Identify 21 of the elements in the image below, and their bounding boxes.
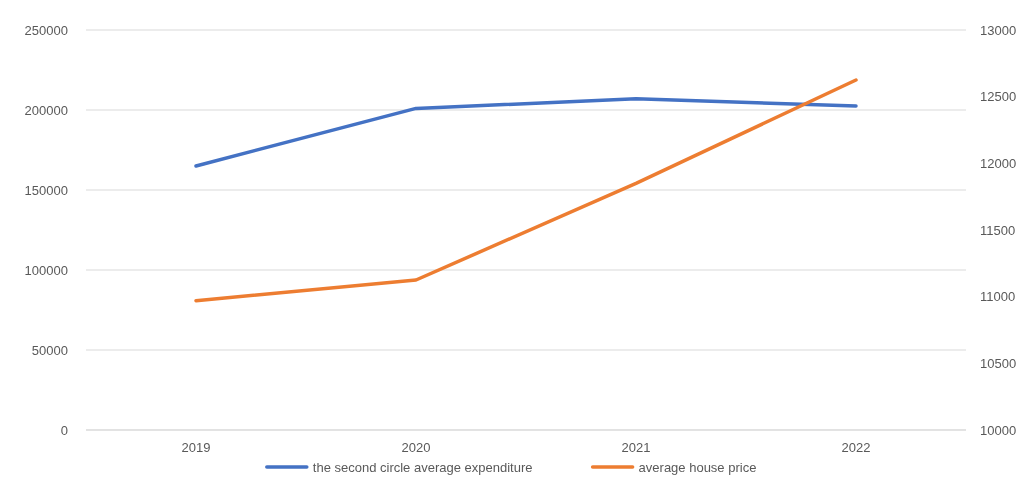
y-tick-label: 250000 xyxy=(24,22,68,38)
line-series xyxy=(194,97,858,168)
y2-tick-label: 10500 xyxy=(980,355,1017,371)
line-series xyxy=(194,78,858,303)
y2-tick-label: 11000 xyxy=(980,289,1016,305)
x-tick-label: 2022 xyxy=(841,440,871,455)
y2-tick-label: 13000 xyxy=(980,22,1017,38)
y-tick-label: 0 xyxy=(60,422,68,438)
y2-tick-label: 10000 xyxy=(980,422,1017,438)
x-tick-label: 2020 xyxy=(401,440,431,455)
legend-label: the second circle average expenditure xyxy=(312,459,533,475)
legend-label: average house price xyxy=(638,459,757,475)
x-tick-label: 2021 xyxy=(621,440,651,455)
y2-tick-label: 11500 xyxy=(980,222,1016,238)
y-tick-label: 50000 xyxy=(31,342,68,358)
y2-tick-label: 12000 xyxy=(980,155,1017,171)
y2-tick-label: 12500 xyxy=(980,89,1017,105)
y-tick-label: 200000 xyxy=(24,102,68,118)
y-tick-label: 100000 xyxy=(24,262,68,278)
x-tick-label: 2019 xyxy=(181,440,211,455)
y-tick-label: 150000 xyxy=(24,182,68,198)
